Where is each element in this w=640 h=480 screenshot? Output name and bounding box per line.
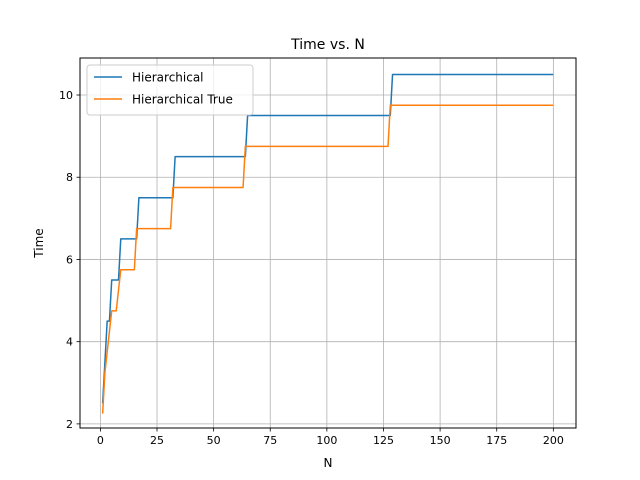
y-tick-label: 10: [59, 89, 73, 102]
y-tick-label: 6: [66, 253, 73, 266]
x-axis-label: N: [324, 456, 333, 470]
x-tick-label: 75: [263, 434, 277, 447]
x-tick-label: 100: [316, 434, 337, 447]
x-tick-label: 200: [543, 434, 564, 447]
y-axis-label: Time: [32, 228, 46, 258]
chart-title: Time vs. N: [290, 37, 365, 53]
x-tick-label: 175: [486, 434, 507, 447]
grid: [80, 58, 576, 428]
x-tick-label: 150: [430, 434, 451, 447]
y-axis: 2 4 6 8 10: [59, 89, 80, 431]
x-tick-label: 25: [150, 434, 164, 447]
x-tick-label: 0: [97, 434, 104, 447]
y-tick-label: 8: [66, 171, 73, 184]
legend-label: Hierarchical True: [132, 93, 233, 107]
x-axis: 0 25 50 75 100 125 150 175 200: [97, 428, 564, 447]
plot-frame: [79, 57, 577, 429]
x-tick-label: 125: [373, 434, 394, 447]
series-line-2: [101, 104, 554, 414]
series-layer: [101, 73, 554, 414]
x-tick-label: 50: [207, 434, 221, 447]
legend-box: [86, 64, 254, 116]
legend-label: Hierarchical: [132, 71, 204, 85]
y-tick-label: 2: [66, 418, 73, 431]
legend: Hierarchical Hierarchical True: [86, 64, 254, 116]
y-tick-label: 4: [66, 336, 73, 349]
